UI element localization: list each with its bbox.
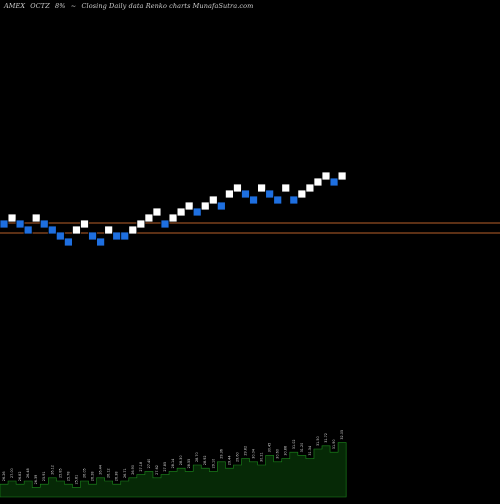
up-brick — [297, 189, 307, 199]
volume-label: 26.82 — [18, 471, 22, 481]
up-brick — [128, 225, 138, 235]
up-brick — [7, 213, 17, 223]
volume-label: 26.12 — [50, 465, 54, 475]
volume-label: 29.36 — [219, 449, 223, 459]
volume-label: 28.14 — [171, 459, 175, 469]
volume-label: 31.02 — [292, 439, 296, 449]
up-brick — [257, 183, 267, 193]
down-brick — [47, 225, 57, 235]
volume-area — [0, 442, 347, 498]
down-brick — [55, 231, 65, 241]
up-brick — [305, 183, 315, 193]
down-brick — [241, 189, 250, 199]
down-brick — [265, 189, 275, 199]
down-brick — [39, 219, 49, 229]
down-brick — [289, 195, 299, 205]
volume-label: 26.05 — [83, 468, 87, 478]
up-brick — [224, 189, 234, 199]
down-brick — [64, 237, 73, 247]
volume-label: 25.85 — [58, 468, 62, 478]
volume-label: 31.90 — [332, 439, 336, 449]
volume-label: 26.39 — [34, 475, 38, 485]
up-brick — [136, 219, 146, 229]
volume-label: 28.70 — [195, 452, 199, 462]
up-brick — [176, 207, 186, 217]
down-brick — [192, 207, 202, 217]
volume-label: 27.00 — [10, 468, 14, 478]
up-brick — [152, 207, 162, 217]
up-brick — [208, 195, 218, 205]
volume-label: 27.40 — [147, 459, 151, 469]
up-brick — [281, 183, 291, 193]
volume-label: 29.10 — [211, 459, 215, 469]
volume-label: 31.20 — [300, 443, 304, 453]
down-brick — [160, 219, 170, 229]
renko-bricks — [0, 171, 347, 247]
volume-label: 26.44 — [99, 465, 103, 475]
up-brick — [313, 177, 323, 187]
up-brick — [104, 225, 114, 235]
down-brick — [0, 219, 9, 229]
volume-label: 27.62 — [155, 465, 159, 475]
volume-label: 25.91 — [42, 471, 46, 481]
down-brick — [96, 237, 105, 247]
down-brick — [273, 195, 283, 205]
down-brick — [329, 177, 339, 187]
volume-label: 28.92 — [203, 455, 207, 465]
volume-label: 30.60 — [276, 449, 280, 459]
up-brick — [72, 225, 81, 235]
down-brick — [23, 225, 33, 235]
volume-label: 26.38 — [115, 471, 119, 481]
marker-label: ~ — [70, 2, 77, 10]
volume-label: 28.55 — [187, 459, 191, 469]
volume-label: 29.44 — [227, 455, 231, 465]
volume-label: 28.30 — [179, 455, 183, 465]
down-brick — [88, 231, 97, 241]
symbol-label: OCTZ — [30, 2, 50, 10]
down-brick — [112, 231, 122, 241]
description-label: Closing Daily data Renko charts MunafaSu… — [81, 2, 254, 10]
chart-header: AMEX OCTZ 8% ~ Closing Daily data Renko … — [4, 2, 256, 10]
volume-panel: 26.26 27.00 26.82 26.48 26.39 25.91 26.12 25.85… — [0, 430, 347, 498]
up-brick — [337, 171, 347, 181]
volume-label: 30.88 — [284, 446, 288, 456]
volume-label: 31.72 — [324, 433, 328, 443]
up-brick — [31, 213, 41, 223]
down-brick — [216, 201, 226, 211]
volume-label: 30.45 — [268, 443, 272, 453]
volume-label: 31.50 — [316, 436, 320, 446]
volume-label: 26.48 — [26, 468, 30, 478]
volume-label: 26.71 — [123, 468, 127, 478]
down-brick — [15, 219, 25, 229]
volume-label: 27.85 — [163, 462, 167, 472]
volume-label: 30.21 — [260, 452, 264, 462]
volume-label: 29.60 — [235, 452, 239, 462]
up-brick — [80, 219, 89, 229]
up-brick — [321, 171, 331, 181]
exchange-label: AMEX — [4, 2, 26, 10]
volume-label: 30.04 — [252, 449, 256, 459]
volume-label: 31.34 — [308, 446, 312, 456]
volume-label: 25.78 — [66, 471, 70, 481]
up-brick — [184, 201, 194, 211]
volume-label: 26.12 — [107, 468, 111, 478]
up-brick — [144, 213, 154, 223]
up-brick — [168, 213, 178, 223]
volume-label: 26.90 — [131, 465, 135, 475]
up-brick — [233, 183, 242, 193]
change-label: 8% — [55, 2, 66, 10]
volume-label: 32.05 — [340, 430, 344, 440]
down-brick — [120, 231, 130, 241]
volume-label: 26.28 — [91, 471, 95, 481]
volume-label: 26.26 — [2, 471, 6, 481]
volume-label: 27.18 — [139, 462, 143, 472]
up-brick — [200, 201, 210, 211]
down-brick — [249, 195, 258, 205]
volume-label: 29.82 — [244, 446, 248, 456]
volume-label: 25.81 — [74, 475, 78, 485]
